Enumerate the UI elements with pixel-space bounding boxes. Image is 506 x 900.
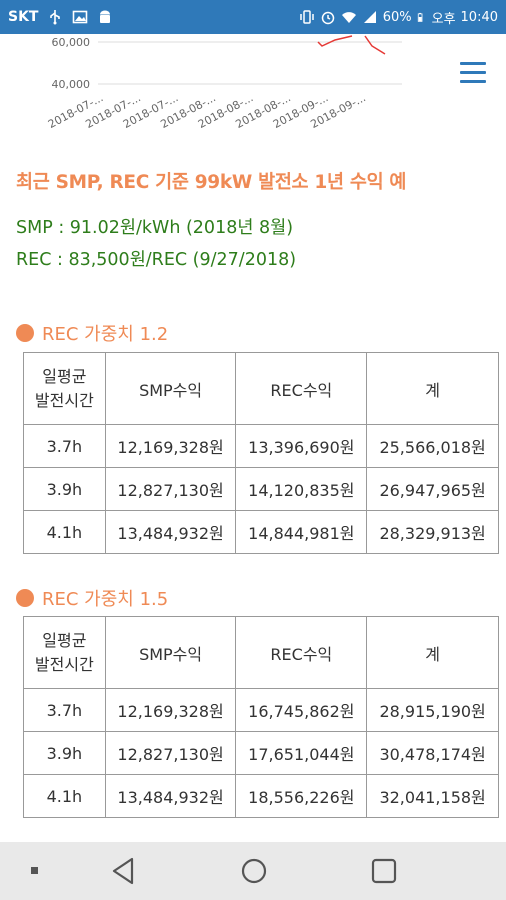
section-title-1: REC 가중치 1.2	[16, 320, 168, 346]
header-smp: SMP수익	[104, 616, 237, 689]
cell-smp: 12,827,130원	[104, 467, 237, 511]
price-info: SMP : 91.02원/kWh (2018년 8월) REC : 83,500…	[16, 212, 496, 276]
home-button[interactable]	[240, 857, 268, 885]
recent-apps-button[interactable]	[370, 857, 398, 885]
cell-hours: 4.1h	[23, 774, 106, 818]
content: 최근 SMP, REC 기준 99kW 발전소 1년 수익 예 SMP : 91…	[16, 168, 496, 276]
system-nav-bar	[0, 842, 506, 900]
cell-hours: 3.7h	[23, 688, 106, 732]
back-button[interactable]	[110, 856, 138, 886]
status-bar: SKT 60% 오후 10:40	[0, 0, 506, 34]
cell-smp: 13,484,932원	[104, 510, 237, 554]
alarm-icon	[321, 11, 334, 25]
bullet-dot-icon	[16, 324, 34, 342]
header-total: 계	[366, 352, 499, 425]
image-icon	[73, 10, 88, 24]
header-hours: 일평균 발전시간	[23, 616, 106, 689]
cell-rec: 16,745,862원	[235, 688, 368, 732]
cell-hours: 4.1h	[23, 510, 106, 554]
y-tick-40000: 40,000	[52, 78, 91, 91]
cell-hours: 3.7h	[23, 424, 106, 468]
header-rec: REC수익	[235, 352, 368, 425]
table-row: 3.9h 12,827,130원 17,651,044원 30,478,174원	[23, 731, 499, 775]
header-smp: SMP수익	[104, 352, 237, 425]
cell-smp: 12,169,328원	[104, 424, 237, 468]
price-chart: 60,000 40,000 2018-07-...2018-07-...2018…	[46, 35, 402, 131]
cell-total: 28,329,913원	[366, 510, 499, 554]
rec-info: REC : 83,500원/REC (9/27/2018)	[16, 250, 297, 270]
clock-time: 10:40	[460, 9, 498, 25]
cell-total: 26,947,965원	[366, 467, 499, 511]
carrier-label: SKT	[8, 9, 39, 25]
cell-total: 30,478,174원	[366, 731, 499, 775]
vibrate-icon	[299, 10, 314, 24]
x-tick-labels: 2018-07-...2018-07-...2018-07-...2018-08…	[46, 91, 368, 131]
dot-icon[interactable]	[30, 866, 40, 876]
table-row: 4.1h 13,484,932원 18,556,226원 32,041,158원	[23, 774, 499, 818]
revenue-table-2: 일평균 발전시간 SMP수익 REC수익 계 3.7h 12,169,328원 …	[23, 616, 499, 818]
cell-total: 32,041,158원	[366, 774, 499, 818]
cell-rec: 14,120,835원	[235, 467, 368, 511]
header-hours: 일평균 발전시간	[23, 352, 106, 425]
cell-total: 25,566,018원	[366, 424, 499, 468]
cell-smp: 13,484,932원	[104, 774, 237, 818]
table-row: 3.9h 12,827,130원 14,120,835원 26,947,965원	[23, 467, 499, 511]
battery-icon	[417, 12, 423, 22]
battery-percent: 60%	[382, 9, 412, 25]
series-line	[317, 35, 386, 55]
table-header-row: 일평균 발전시간 SMP수익 REC수익 계	[23, 616, 499, 689]
cell-rec: 14,844,981원	[235, 510, 368, 554]
cell-rec: 13,396,690원	[235, 424, 368, 468]
cell-hours: 3.9h	[23, 467, 106, 511]
cell-smp: 12,169,328원	[104, 688, 237, 732]
table-row: 3.7h 12,169,328원 16,745,862원 28,915,190원	[23, 688, 499, 732]
revenue-table-1: 일평균 발전시간 SMP수익 REC수익 계 3.7h 12,169,328원 …	[23, 352, 499, 554]
cell-rec: 18,556,226원	[235, 774, 368, 818]
cell-rec: 17,651,044원	[235, 731, 368, 775]
signal-icon	[363, 11, 376, 23]
table-header-row: 일평균 발전시간 SMP수익 REC수익 계	[23, 352, 499, 425]
cell-hours: 3.9h	[23, 731, 106, 775]
section-title-1-label: REC 가중치 1.2	[42, 324, 169, 345]
table-row: 4.1h 13,484,932원 14,844,981원 28,329,913원	[23, 510, 499, 554]
section-title-2-label: REC 가중치 1.5	[42, 589, 169, 610]
cell-smp: 12,827,130원	[104, 731, 237, 775]
page-heading: 최근 SMP, REC 기준 99kW 발전소 1년 수익 예	[16, 172, 407, 193]
android-icon	[100, 10, 111, 23]
cell-total: 28,915,190원	[366, 688, 499, 732]
section-title-2: REC 가중치 1.5	[16, 585, 168, 611]
bullet-dot-icon	[16, 589, 34, 607]
ampm-label: 오후	[431, 11, 456, 27]
header-total: 계	[366, 616, 499, 689]
y-tick-60000: 60,000	[52, 36, 91, 49]
menu-button[interactable]	[460, 62, 486, 86]
wifi-icon	[341, 12, 356, 23]
usb-icon	[50, 10, 61, 25]
header-rec: REC수익	[235, 616, 368, 689]
smp-info: SMP : 91.02원/kWh (2018년 8월)	[16, 218, 294, 238]
table-row: 3.7h 12,169,328원 13,396,690원 25,566,018원	[23, 424, 499, 468]
